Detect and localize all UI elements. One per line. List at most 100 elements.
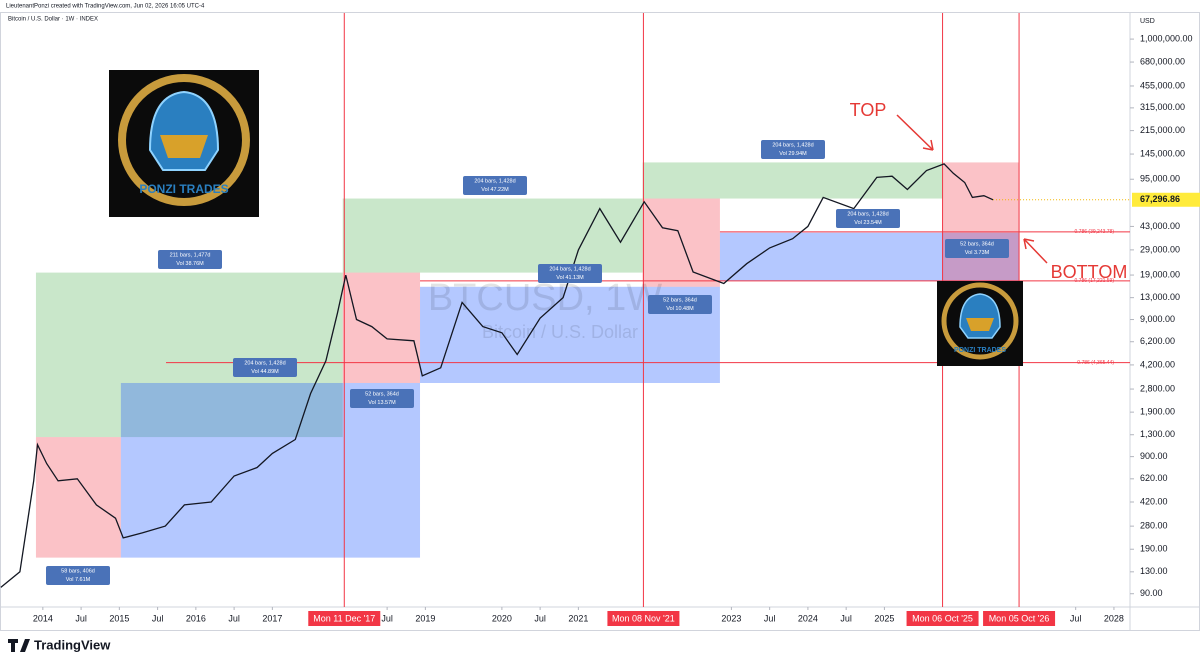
- x-tick-label: 2025: [874, 613, 894, 623]
- y-tick-label: 190.00: [1140, 544, 1168, 554]
- position-box: [35, 272, 343, 438]
- box-label-bg: [648, 295, 712, 314]
- box-label-bg: [233, 358, 297, 377]
- y-tick-label: 90.00: [1140, 588, 1163, 598]
- x-tick-label: 2024: [798, 613, 818, 623]
- box-label-bg: [46, 566, 110, 585]
- x-tick-label: Jul: [1070, 613, 1082, 623]
- box-label: 204 bars, 1,428d: [772, 142, 813, 148]
- box-label: 52 bars, 364d: [365, 391, 399, 397]
- y-tick-label: 455,000.00: [1140, 80, 1185, 90]
- box-label: Vol 41.13M: [556, 275, 584, 281]
- fib-label: 0.786 (17,221.59): [1075, 278, 1115, 284]
- box-label: Vol 38.76M: [176, 261, 204, 267]
- y-tick-label: 130.00: [1140, 566, 1168, 576]
- x-tick-label: 2017: [262, 613, 282, 623]
- y-tick-label: 1,000,000.00: [1140, 33, 1193, 43]
- y-tick-label: 9,000.00: [1140, 314, 1175, 324]
- marker-label-bg: [983, 611, 1056, 626]
- box-label: Vol 3.73M: [965, 250, 990, 256]
- logo-text: PONZI TRADES: [139, 182, 228, 196]
- box-label: Vol 47.22M: [481, 187, 509, 193]
- x-tick-label: 2023: [721, 613, 741, 623]
- watermark: BTCUSD, 1W: [428, 277, 662, 319]
- x-tick-label: 2019: [415, 613, 435, 623]
- marker-label-bg: [607, 611, 680, 626]
- logo-text: PONZI TRADES: [954, 347, 1006, 354]
- y-tick-label: 43,000.00: [1140, 221, 1180, 231]
- y-tick-label: 900.00: [1140, 451, 1168, 461]
- annotation-bottom: BOTTOM: [1051, 262, 1128, 282]
- marker-label-bg: [906, 611, 979, 626]
- marker-label-bg: [308, 611, 381, 626]
- x-tick-label: 2014: [33, 613, 53, 623]
- marker-label: Mon 11 Dec '17: [313, 613, 375, 623]
- y-tick-label: 4,200.00: [1140, 359, 1175, 369]
- y-tick-label: 6,200.00: [1140, 336, 1175, 346]
- pane: 0.786 (39,243.78) 0.786 (17,221.59) 0.786 …: [0, 13, 1130, 607]
- brand-logo: [8, 639, 30, 652]
- header-credit: LieutenantPonzi created with TradingView…: [6, 4, 205, 10]
- position-box: [642, 162, 943, 199]
- box-label-bg: [538, 264, 602, 283]
- logo: PONZI TRADES: [109, 70, 259, 217]
- box-label: Vol 13.57M: [368, 400, 396, 406]
- arrow: [896, 114, 934, 151]
- position-box: [35, 437, 121, 558]
- y-tick-label: 420.00: [1140, 496, 1168, 506]
- box-label: Vol 10.48M: [666, 306, 694, 312]
- y-tick-label: 215,000.00: [1140, 125, 1185, 135]
- watermark-sub: Bitcoin / U.S. Dollar: [482, 322, 638, 342]
- x-tick-label: Jul: [534, 613, 546, 623]
- position-box: [942, 162, 1020, 281]
- box-label-bg: [761, 140, 825, 159]
- box-label: 52 bars, 364d: [663, 297, 697, 303]
- y-tick-label: 280.00: [1140, 521, 1168, 531]
- box-label-bg: [158, 250, 222, 269]
- box-label-bg: [350, 389, 414, 408]
- x-tick-label: 2021: [568, 613, 588, 623]
- box-label-bg: [463, 176, 527, 195]
- position-box: [642, 198, 720, 287]
- box-label: Vol 44.89M: [251, 369, 279, 375]
- box-label: Vol 23.54M: [854, 220, 882, 226]
- box-label-bg: [945, 239, 1009, 258]
- y-tick-label: 680,000.00: [1140, 56, 1185, 66]
- fib-label: 0.786 (39,243.78): [1075, 229, 1115, 235]
- y-axis-unit: USD: [1140, 18, 1155, 25]
- y-tick-label: 620.00: [1140, 473, 1168, 483]
- x-tick-label: 2028: [1104, 613, 1124, 623]
- box-label: 211 bars, 1,477d: [170, 252, 211, 258]
- box-label: 204 bars, 1,428d: [244, 360, 285, 366]
- x-tick-label: Jul: [75, 613, 87, 623]
- marker-label: Mon 08 Nov '21: [612, 613, 675, 623]
- box-label: 58 bars, 406d: [61, 568, 95, 574]
- position-box: [342, 272, 421, 383]
- y-tick-label: 1,300.00: [1140, 429, 1175, 439]
- last-price-label: 67,296.86: [1140, 194, 1180, 204]
- brand: TradingView: [34, 637, 111, 652]
- symbol-title: Bitcoin / U.S. Dollar · 1W · INDEX: [8, 17, 98, 23]
- marker-label: Mon 05 Oct '26: [989, 613, 1050, 623]
- y-tick-label: 29,000.00: [1140, 244, 1180, 254]
- position-box: [342, 198, 643, 273]
- arrow: [1023, 238, 1048, 264]
- box-label: 204 bars, 1,428d: [474, 178, 515, 184]
- y-tick-label: 13,000.00: [1140, 292, 1180, 302]
- x-tick-label: Jul: [152, 613, 164, 623]
- box-label-bg: [836, 209, 900, 228]
- box-label: 204 bars, 1,428d: [847, 211, 888, 217]
- x-tick-label: Jul: [840, 613, 852, 623]
- x-tick-label: Jul: [764, 613, 776, 623]
- box-label: 52 bars, 364d: [960, 241, 994, 247]
- position-box: [120, 382, 421, 558]
- y-tick-label: 1,900.00: [1140, 407, 1175, 417]
- y-tick-label: 315,000.00: [1140, 102, 1185, 112]
- price-line: [0, 163, 994, 588]
- box-label: Vol 29.94M: [779, 151, 807, 157]
- y-tick-label: 2,800.00: [1140, 383, 1175, 393]
- y-tick-label: 19,000.00: [1140, 269, 1180, 279]
- x-tick-label: Jul: [228, 613, 240, 623]
